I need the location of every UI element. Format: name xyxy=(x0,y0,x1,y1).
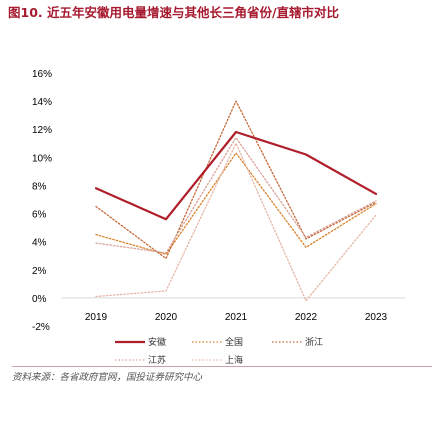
y-tick-label: 12% xyxy=(32,125,52,136)
y-axis-ticks: -2% 0% 2% 4% 6% 8% 10% 12% 14% 16% xyxy=(32,69,52,333)
y-tick-label: 10% xyxy=(32,153,52,164)
series-line-anhui xyxy=(94,130,378,221)
y-tick-label: -2% xyxy=(32,322,50,333)
y-tick-label: 14% xyxy=(32,97,52,108)
y-tick-label: 16% xyxy=(32,69,52,80)
x-tick-label: 2020 xyxy=(155,312,178,323)
y-tick-label: 8% xyxy=(32,181,47,192)
y-tick-label: 0% xyxy=(32,294,47,305)
legend-label-shanghai: 上海 xyxy=(225,354,243,366)
series-line-zhejiang xyxy=(95,100,377,260)
y-tick-label: 4% xyxy=(32,238,47,249)
x-tick-label: 2021 xyxy=(225,312,248,323)
x-tick-label: 2022 xyxy=(295,312,318,323)
x-axis-ticks: 2019 2020 2021 2022 2023 xyxy=(85,312,388,323)
legend-label-national: 全国 xyxy=(225,336,243,348)
source-note: 资料来源：各省政府官网，国投证券研究中心 xyxy=(12,366,432,383)
x-tick-label: 2023 xyxy=(365,312,388,323)
series-lines xyxy=(94,100,378,302)
series-line-shanghai xyxy=(95,142,377,302)
x-tick-label: 2019 xyxy=(85,312,108,323)
legend-label-zhejiang: 浙江 xyxy=(305,336,323,348)
y-tick-label: 6% xyxy=(32,210,47,221)
figure-title: 图10. 近五年安徽用电量增速与其他长三角省份/直辖市对比 xyxy=(8,5,340,20)
series-line-national xyxy=(95,152,377,255)
series-line-jiangsu xyxy=(95,137,377,254)
legend-label-anhui: 安徽 xyxy=(148,336,166,348)
y-tick-label: 2% xyxy=(32,266,47,277)
legend-label-jiangsu: 江苏 xyxy=(148,354,166,366)
